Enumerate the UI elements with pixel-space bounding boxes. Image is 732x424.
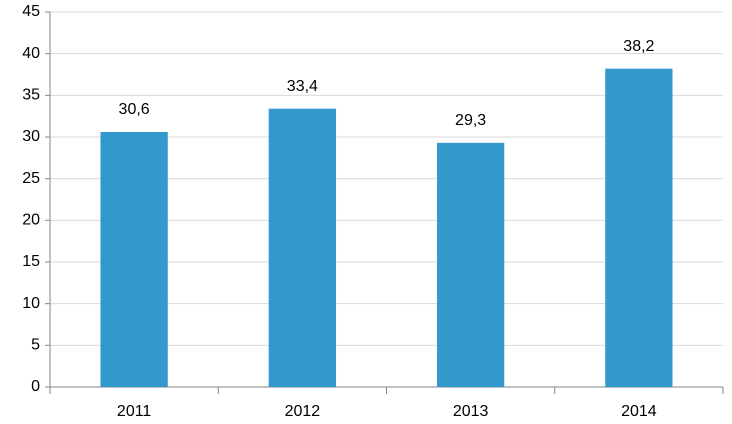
data-label: 29,3 bbox=[455, 112, 486, 129]
y-tick-label: 5 bbox=[31, 337, 40, 354]
y-tick-label: 35 bbox=[22, 87, 40, 104]
bar bbox=[436, 142, 505, 387]
y-tick-label: 15 bbox=[22, 253, 40, 270]
x-tick-label: 2014 bbox=[621, 403, 657, 420]
bar bbox=[100, 132, 168, 387]
data-label: 33,4 bbox=[287, 78, 318, 95]
x-tick-label: 2011 bbox=[117, 403, 152, 420]
y-tick-label: 40 bbox=[22, 45, 40, 62]
y-tick-label: 25 bbox=[22, 170, 40, 187]
y-tick-label: 0 bbox=[31, 378, 40, 395]
x-tick-label: 2013 bbox=[453, 403, 489, 420]
bar bbox=[605, 68, 673, 388]
y-tick-label: 30 bbox=[22, 128, 40, 145]
bar bbox=[268, 108, 337, 388]
y-tick-label: 45 bbox=[22, 3, 40, 20]
data-label: 30,6 bbox=[119, 101, 150, 118]
x-tick-label: 2012 bbox=[285, 403, 321, 420]
data-label: 38,2 bbox=[623, 38, 654, 55]
y-tick-label: 20 bbox=[22, 212, 40, 229]
y-tick-label: 10 bbox=[22, 295, 40, 312]
